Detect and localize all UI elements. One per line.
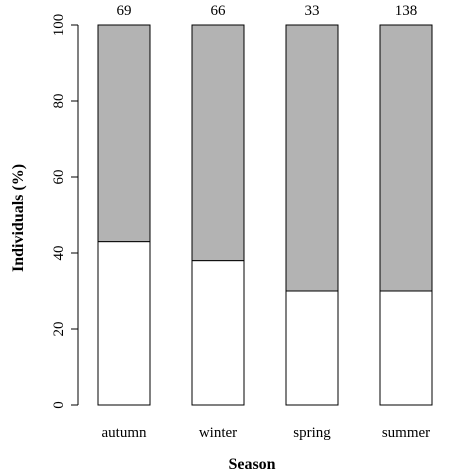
x-category-label: winter — [199, 425, 237, 441]
bar-segment-autumn-0 — [97, 241, 151, 406]
bar-count-label: 138 — [395, 3, 418, 19]
bar-segment-summer-0 — [379, 290, 433, 406]
bar-count-label: 33 — [305, 3, 320, 19]
bar-segment-autumn-1 — [97, 24, 151, 243]
y-tick-label: 100 — [51, 14, 67, 37]
y-tick-label: 60 — [51, 170, 67, 185]
bar-segment-winter-0 — [191, 260, 245, 406]
y-axis: 0 20 40 60 80 100 — [51, 14, 79, 409]
x-category-label: summer — [382, 425, 430, 441]
y-tick-label: 0 — [51, 401, 67, 409]
bar-count-label: 66 — [211, 3, 227, 19]
y-axis-title: Individuals (%) — [10, 164, 27, 272]
x-category-label: autumn — [102, 425, 147, 441]
bar-segment-spring-1 — [285, 24, 339, 292]
y-tick-label: 40 — [51, 246, 67, 261]
category-labels: autumn winter spring summer — [102, 425, 431, 441]
bars — [97, 24, 433, 406]
y-tick-label: 80 — [51, 94, 67, 109]
y-tick-label: 20 — [51, 322, 67, 337]
bar-segment-summer-1 — [379, 24, 433, 292]
bar-segment-spring-0 — [285, 290, 339, 406]
bar-segment-winter-1 — [191, 24, 245, 262]
x-axis-title: Season — [228, 456, 275, 473]
bar-count-label: 69 — [117, 3, 132, 19]
x-category-label: spring — [293, 425, 331, 441]
top-count-labels: 69 66 33 138 — [117, 3, 418, 19]
